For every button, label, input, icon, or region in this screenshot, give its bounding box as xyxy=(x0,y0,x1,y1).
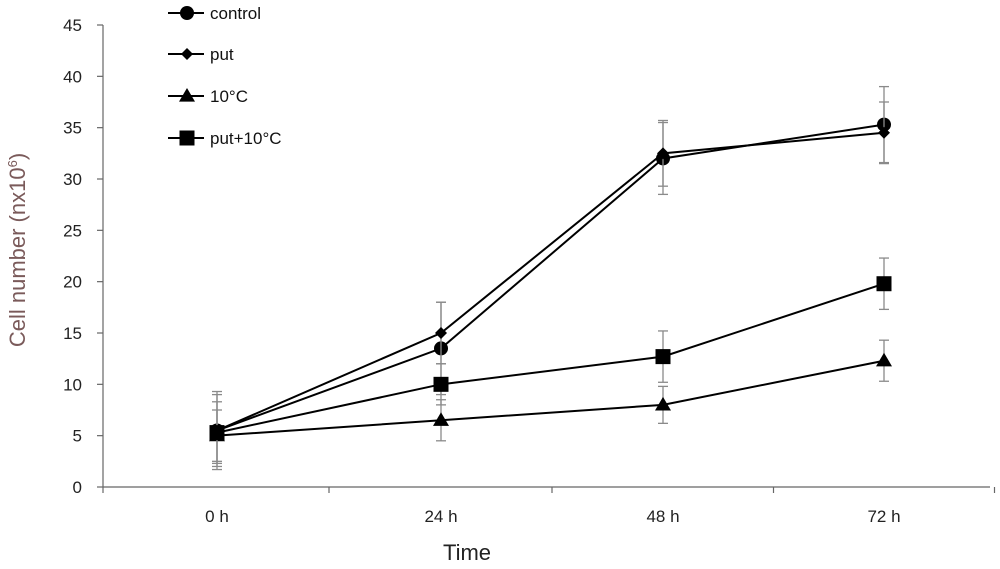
y-tick-label-7: 35 xyxy=(63,119,82,138)
series-line-3 xyxy=(216,282,885,434)
y-axis-title: Cell number (nx106) xyxy=(5,153,30,347)
data-point-3-1 xyxy=(433,376,449,392)
legend-label-2: 10°C xyxy=(210,87,248,106)
y-axis-title-end: ) xyxy=(5,153,30,160)
legend-label-1: put xyxy=(210,45,234,64)
data-point-3-3 xyxy=(876,276,892,292)
data-point-2-2 xyxy=(655,396,671,411)
x-ticks: 0 h 24 h 48 h 72 h xyxy=(102,487,996,526)
x-tick-label-3: 72 h xyxy=(867,507,900,526)
legend-item-3: put+10°C xyxy=(168,129,282,148)
y-tick-label-9: 45 xyxy=(63,16,82,35)
data-point-3-0 xyxy=(209,425,225,441)
y-tick-label-5: 25 xyxy=(63,221,82,240)
data-point-3-2 xyxy=(655,349,671,365)
series-0 xyxy=(210,85,891,468)
series-1 xyxy=(211,101,890,471)
axes xyxy=(102,25,990,488)
series-line-2 xyxy=(216,359,885,437)
legend-label-0: control xyxy=(210,4,261,23)
legend-item-0: control xyxy=(168,4,261,23)
legend-marker-3 xyxy=(179,130,195,146)
data-point-1-1 xyxy=(435,327,447,339)
legend-marker-0 xyxy=(180,6,194,20)
data-point-1-2 xyxy=(657,147,669,160)
y-axis-title-superscript: 6 xyxy=(5,160,20,167)
legend-label-3: put+10°C xyxy=(210,129,282,148)
legend-marker-1 xyxy=(181,48,193,60)
y-tick-label-8: 40 xyxy=(63,67,82,86)
legend-item-2: 10°C xyxy=(168,87,248,106)
data-point-2-1 xyxy=(433,412,449,426)
data-point-2-3 xyxy=(876,352,892,367)
y-tick-label-0: 0 xyxy=(73,478,82,497)
series-line-0 xyxy=(216,123,885,432)
y-tick-label-1: 5 xyxy=(73,427,82,446)
y-tick-label-4: 20 xyxy=(63,273,82,292)
series-line-1 xyxy=(216,131,885,432)
series-layer xyxy=(209,85,892,471)
x-tick-label-1: 24 h xyxy=(424,507,457,526)
series-3 xyxy=(209,257,892,465)
y-tick-label-6: 30 xyxy=(63,170,82,189)
data-point-1-3 xyxy=(878,126,890,139)
series-2 xyxy=(209,339,892,462)
legend-marker-2 xyxy=(179,88,195,102)
legend: control put 10°C put+10°C xyxy=(168,4,282,148)
x-axis-title: Time xyxy=(443,540,491,565)
x-tick-label-2: 48 h xyxy=(646,507,679,526)
y-axis-title-main: Cell number (nx10 xyxy=(5,167,30,347)
legend-item-1: put xyxy=(168,45,234,64)
y-ticks: 0 5 10 15 20 25 30 35 40 45 xyxy=(63,16,103,497)
y-tick-label-2: 10 xyxy=(63,375,82,394)
y-tick-label-3: 15 xyxy=(63,324,82,343)
x-tick-label-0: 0 h xyxy=(205,507,229,526)
